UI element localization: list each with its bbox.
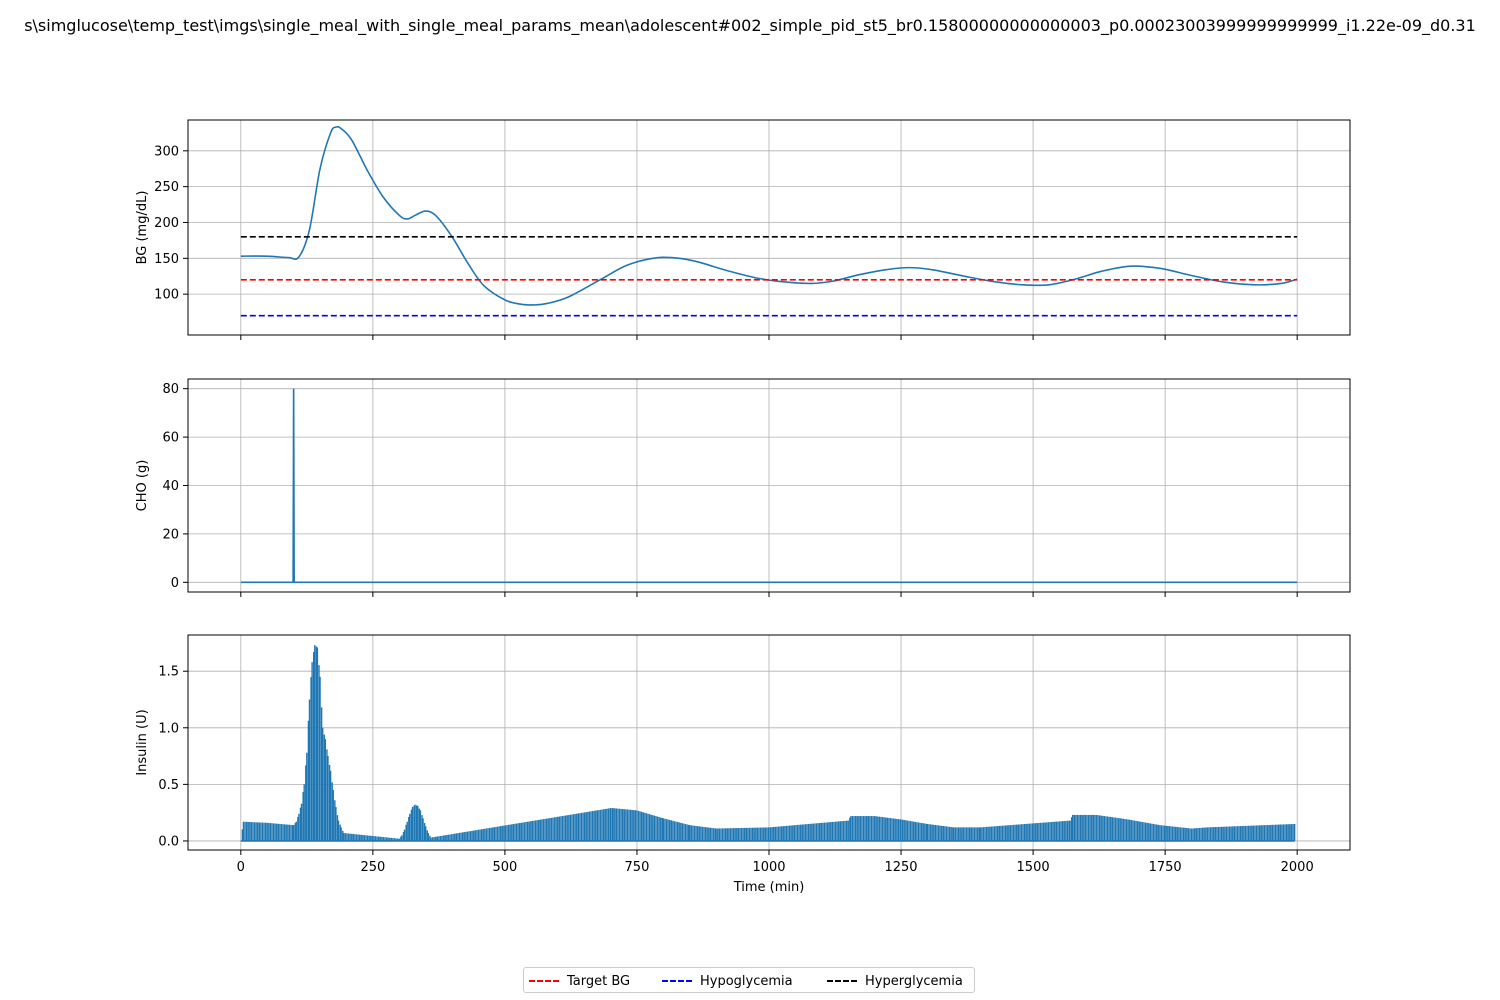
y-tick-label: 0.5 <box>158 778 179 793</box>
y-tick-label: 250 <box>154 180 179 195</box>
legend-swatch-target <box>529 980 559 982</box>
y-tick-label: 0 <box>171 576 179 591</box>
figure-title: s\simglucose\temp_test\imgs\single_meal_… <box>24 16 1476 35</box>
x-axis-label: Time (min) <box>733 880 805 895</box>
x-tick-label: 1500 <box>1017 860 1050 875</box>
x-tick-label: 0 <box>237 860 245 875</box>
x-tick-label: 750 <box>625 860 650 875</box>
legend-label-target: Target BG <box>567 973 631 989</box>
y-axis-label: Insulin (U) <box>135 709 150 775</box>
y-tick-label: 0.0 <box>158 834 179 849</box>
legend-swatch-hyper <box>827 980 857 982</box>
y-tick-label: 80 <box>162 382 179 397</box>
x-tick-label: 1250 <box>884 860 917 875</box>
y-axis-label: CHO (g) <box>135 460 150 512</box>
legend-swatch-hypo <box>662 980 692 982</box>
y-tick-label: 60 <box>162 431 179 446</box>
y-tick-label: 150 <box>154 252 179 267</box>
x-tick-label: 250 <box>360 860 385 875</box>
legend-label-hyper: Hyperglycemia <box>865 973 963 989</box>
x-tick-label: 500 <box>492 860 517 875</box>
legend-item-target: Target BG <box>529 972 630 990</box>
legend-item-hyper: Hyperglycemia <box>827 972 963 990</box>
y-tick-label: 1.5 <box>158 665 179 680</box>
legend: Target BG Hypoglycemia Hyperglycemia <box>523 967 975 993</box>
y-tick-label: 20 <box>162 527 179 542</box>
x-tick-label: 1750 <box>1149 860 1182 875</box>
legend-item-hypo: Hypoglycemia <box>662 972 793 990</box>
legend-label-hypo: Hypoglycemia <box>700 973 793 989</box>
x-tick-label: 2000 <box>1281 860 1314 875</box>
x-tick-label: 1000 <box>752 860 785 875</box>
y-tick-label: 200 <box>154 216 179 231</box>
series-cho <box>240 388 1298 584</box>
y-tick-label: 1.0 <box>158 721 179 736</box>
y-axis-label: BG (mg/dL) <box>135 191 150 265</box>
y-tick-label: 300 <box>154 144 179 159</box>
series-bg <box>240 125 1298 306</box>
y-tick-label: 100 <box>154 288 179 303</box>
y-tick-label: 40 <box>162 479 179 494</box>
